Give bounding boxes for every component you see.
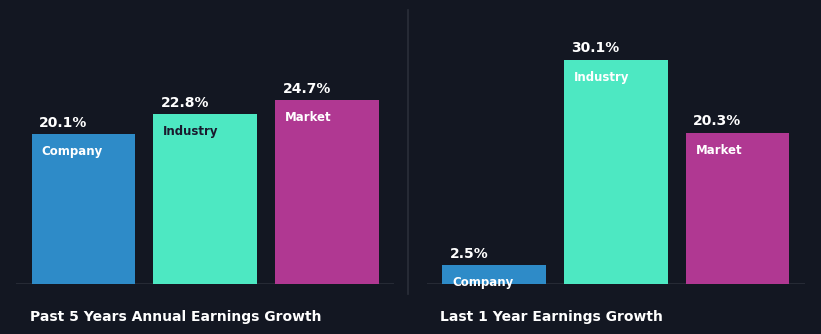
Text: 20.3%: 20.3% [693, 114, 741, 128]
Text: Company: Company [41, 145, 103, 158]
Bar [32, 134, 135, 284]
Bar [275, 100, 378, 284]
Text: Market: Market [695, 144, 742, 157]
Text: 24.7%: 24.7% [282, 81, 331, 96]
Text: Past 5 Years Annual Earnings Growth: Past 5 Years Annual Earnings Growth [30, 310, 321, 324]
Bar [443, 265, 546, 284]
Text: Company: Company [452, 277, 513, 290]
Text: 22.8%: 22.8% [161, 96, 209, 110]
Bar [564, 60, 667, 284]
Text: 20.1%: 20.1% [39, 116, 87, 130]
Text: Industry: Industry [574, 71, 629, 84]
Text: Industry: Industry [163, 125, 218, 138]
Text: 2.5%: 2.5% [449, 247, 488, 261]
Bar [154, 114, 257, 284]
Text: Market: Market [285, 111, 332, 124]
Text: 30.1%: 30.1% [571, 41, 620, 55]
Bar [686, 133, 789, 284]
Text: Last 1 Year Earnings Growth: Last 1 Year Earnings Growth [440, 310, 663, 324]
